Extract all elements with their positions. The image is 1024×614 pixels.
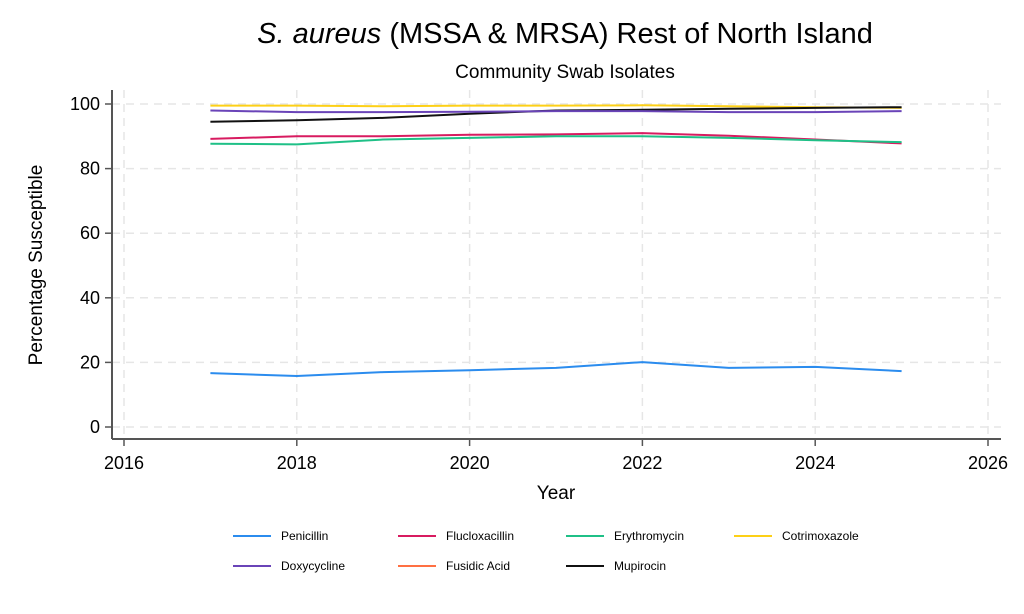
legend-label: Erythromycin [614,529,684,543]
chart-title-rest: (MSSA & MRSA) Rest of North Island [381,18,873,50]
y-tick-label: 40 [80,288,100,308]
series-line-flucloxacillin [210,132,902,145]
legend-item-fusidic-acid: Fusidic Acid [398,559,510,573]
legend-label: Penicillin [281,529,328,543]
legend-item-erythromycin: Erythromycin [566,529,684,543]
series-line-penicillin [210,361,902,377]
legend-label: Doxycycline [281,559,345,573]
legend-label: Flucloxacillin [446,529,514,543]
x-axis-title: Year [537,483,576,504]
legend-label: Mupirocin [614,559,666,573]
legend-item-cotrimoxazole: Cotrimoxazole [734,529,859,543]
x-tick-label: 2026 [968,453,1008,473]
legend: Penicillin Flucloxacillin Erythromycin Cotr… [233,529,859,573]
y-tick-label: 80 [80,159,100,179]
legend-label: Cotrimoxazole [782,529,859,543]
series-lines [210,104,902,377]
series-line-erythromycin [210,135,902,146]
chart-title: S. aureus (MSSA & MRSA) Rest of North Is… [0,18,1024,51]
series-line-cotrimoxazole [210,104,902,109]
gridlines [112,90,1001,439]
legend-item-flucloxacillin: Flucloxacillin [398,529,514,543]
x-tick-label: 2024 [795,453,835,473]
series-line-mupirocin [210,106,902,123]
x-tick-label: 2022 [622,453,662,473]
chart-subtitle: Community Swab Isolates [455,62,675,83]
axes: 0 20 40 60 80 100 2016 2018 2020 2022 2024 2026 [70,90,1008,473]
x-tick-label: 2020 [450,453,490,473]
y-tick-label: 100 [70,94,100,114]
x-tick-label: 2016 [104,453,144,473]
series-line-doxycycline [210,109,902,114]
legend-label: Fusidic Acid [446,559,510,573]
x-tick-label: 2018 [277,453,317,473]
chart-title-italic: S. aureus [257,18,382,50]
y-tick-label: 20 [80,352,100,372]
y-axis-title: Percentage Susceptible [26,165,47,366]
y-tick-label: 60 [80,223,100,243]
legend-item-doxycycline: Doxycycline [233,559,345,573]
y-tick-label: 0 [90,417,100,437]
legend-item-mupirocin: Mupirocin [566,559,666,573]
legend-item-penicillin: Penicillin [233,529,328,543]
